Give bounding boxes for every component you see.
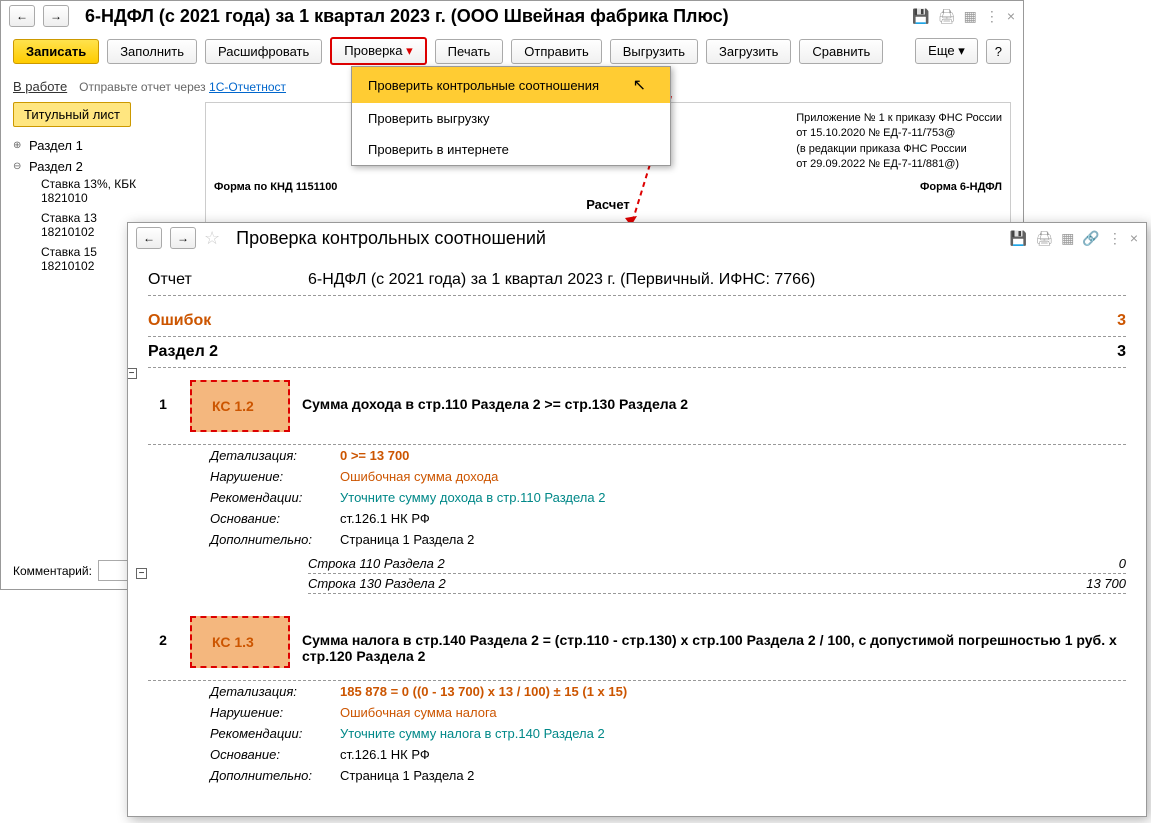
check-window: ← → ☆ Проверка контрольных соотношений 💾… [127,222,1147,817]
comment-label: Комментарий: [13,564,92,578]
status-label[interactable]: В работе [13,79,67,94]
help-button[interactable]: ? [986,39,1011,64]
section2-count: 3 [1117,343,1126,361]
check-link-icon[interactable]: 🔗 [1082,230,1099,247]
ks2-rec-label: Рекомендации: [210,726,340,741]
ks1-violation-value: Ошибочная сумма дохода [340,469,1126,484]
nav-forward-button[interactable]: → [43,5,69,27]
dropdown-check-ratios[interactable]: Проверить контрольные соотношения ↖ [352,67,670,103]
check-dropdown: Проверить контрольные соотношения ↖ Пров… [351,66,671,166]
reporting-link[interactable]: 1С-Отчетност [209,80,286,94]
ks1-add-label: Дополнительно: [210,532,340,547]
ks1-add-value: Страница 1 Раздела 2 [340,532,1126,547]
save-button[interactable]: Записать [13,39,99,64]
ks1-rec-value[interactable]: Уточните сумму дохода в стр.110 Раздела … [340,490,1126,505]
save-icon[interactable]: 💾 [912,8,929,25]
ks2-badge: КС 1.3 [190,616,290,668]
check-save-icon[interactable]: 💾 [1010,230,1027,247]
status-text: Отправьте отчет через 1С-Отчетност [79,80,286,94]
ks1-detail-label: Детализация: [210,448,340,463]
ks2-base-value: ст.126.1 НК РФ [340,747,1126,762]
star-icon[interactable]: ☆ [204,228,220,249]
decrypt-button[interactable]: Расшифровать [205,39,322,64]
tree-section1[interactable]: ⊕Раздел 1 [13,135,193,156]
ks1-detail-value: 0 >= 13 700 [340,448,1126,463]
ks1-violation-label: Нарушение: [210,469,340,484]
check-nav-back[interactable]: ← [136,227,162,249]
tree-section2[interactable]: ⊖Раздел 2 [13,156,193,177]
ks-block-1: 1 КС 1.2 Сумма дохода в стр.110 Раздела … [148,368,1126,445]
check-nav-forward[interactable]: → [170,227,196,249]
form-name-label: Форма 6-НДФЛ [920,181,1002,193]
fill-button[interactable]: Заполнить [107,39,197,64]
export-button[interactable]: Выгрузить [610,39,698,64]
ks2-detail-label: Детализация: [210,684,340,699]
tree-rate1[interactable]: Ставка 13%, КБК1821010 [41,177,193,205]
ks1-num: 1 [148,380,178,412]
ks1-title: Сумма дохода в стр.110 Раздела 2 >= стр.… [302,380,1126,412]
ks1-rec-label: Рекомендации: [210,490,340,505]
ks1-badge: КС 1.2 [190,380,290,432]
window-title: 6-НДФЛ (с 2021 года) за 1 квартал 2023 г… [85,6,904,27]
ks1-subrow1: Строка 110 Раздела 20 [308,554,1126,574]
title-page-tab[interactable]: Титульный лист [13,102,131,127]
main-toolbar: Записать Заполнить Расшифровать Проверка… [1,31,1023,71]
check-titlebar: ← → ☆ Проверка контрольных соотношений 💾… [128,223,1146,253]
more-icon[interactable]: ⋮ [985,8,999,25]
check-button[interactable]: Проверка ▾ [330,37,426,65]
check-calc-icon[interactable]: ▦ [1061,230,1074,247]
calc-icon[interactable]: ▦ [964,8,977,25]
ks2-num: 2 [148,616,178,648]
main-titlebar: ← → 6-НДФЛ (с 2021 года) за 1 квартал 20… [1,1,1023,31]
section2-label: Раздел 2 [148,343,308,361]
ks2-base-label: Основание: [210,747,340,762]
check-close-icon[interactable]: × [1130,230,1138,247]
ks2-rec-value[interactable]: Уточните сумму налога в стр.140 Раздела … [340,726,1126,741]
cursor-icon: ↖ [633,77,646,94]
calc-label: Расчет [214,197,1002,212]
ks-block-2: 2 КС 1.3 Сумма налога в стр.140 Раздела … [148,604,1126,681]
close-icon[interactable]: × [1007,8,1015,25]
compare-button[interactable]: Сравнить [799,39,883,64]
dropdown-check-internet[interactable]: Проверить в интернете [352,134,670,165]
ks2-add-label: Дополнительно: [210,768,340,783]
import-button[interactable]: Загрузить [706,39,791,64]
outline-collapse-3[interactable]: − [136,568,147,579]
more-button[interactable]: Еще ▾ [915,38,978,64]
nav-back-button[interactable]: ← [9,5,35,27]
report-body: − − − − Отчет 6-НДФЛ (с 2021 года) за 1 … [128,253,1146,783]
ks2-detail-value: 185 878 = 0 ((0 - 13 700) x 13 / 100) ± … [340,684,1126,699]
errors-label: Ошибок [148,312,308,330]
check-print-icon[interactable]: 🖨 [1035,230,1053,247]
ks2-violation-value: Ошибочная сумма налога [340,705,1126,720]
check-more-icon[interactable]: ⋮ [1108,230,1122,247]
ks1-base-label: Основание: [210,511,340,526]
ks1-base-value: ст.126.1 НК РФ [340,511,1126,526]
appendix-text: Приложение № 1 к приказу ФНС России от 1… [796,111,1002,173]
ks2-add-value: Страница 1 Раздела 2 [340,768,1126,783]
knd-label: Форма по КНД 1151100 [214,181,337,193]
print-button[interactable]: Печать [435,39,504,64]
outline-collapse-2[interactable]: − [128,368,137,379]
ks2-title: Сумма налога в стр.140 Раздела 2 = (стр.… [302,616,1126,664]
send-button[interactable]: Отправить [511,39,601,64]
report-value: 6-НДФЛ (с 2021 года) за 1 квартал 2023 г… [308,271,1126,289]
dropdown-check-export[interactable]: Проверить выгрузку [352,103,670,134]
ks1-subrow2: Строка 130 Раздела 213 700 [308,574,1126,594]
report-label: Отчет [148,271,308,289]
check-window-title: Проверка контрольных соотношений [236,228,1002,249]
print-icon[interactable]: 🖨 [938,8,956,25]
errors-count: 3 [1117,312,1126,330]
ks2-violation-label: Нарушение: [210,705,340,720]
